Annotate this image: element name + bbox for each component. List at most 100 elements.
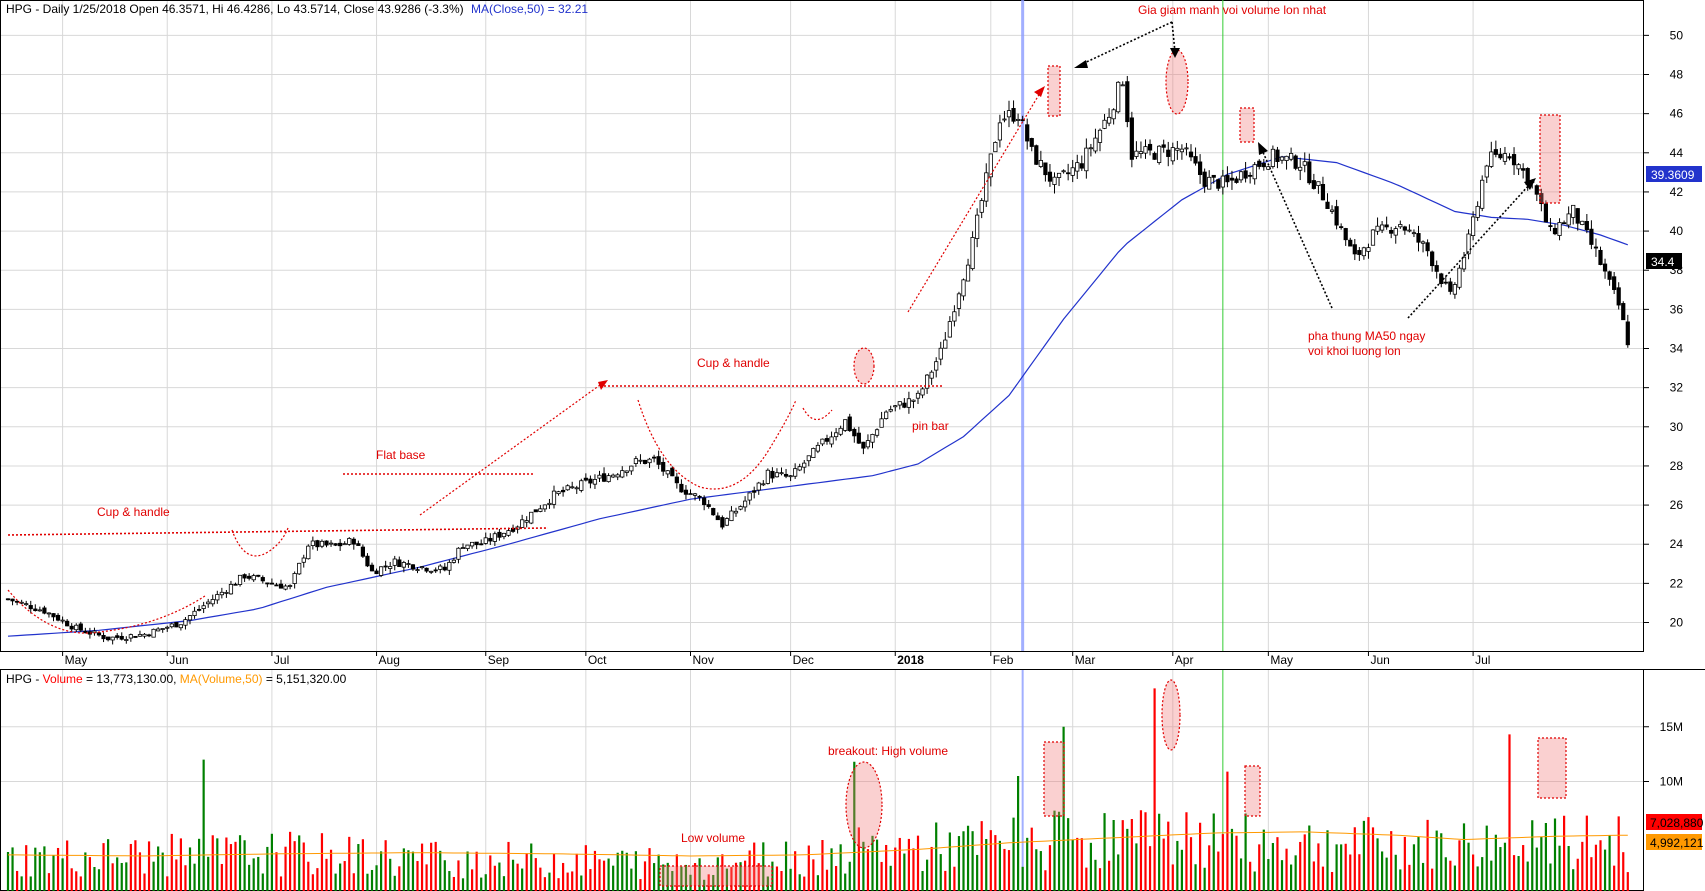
candle-body — [424, 567, 429, 572]
volume-header-label: Volume — [43, 672, 83, 686]
candle-body — [715, 515, 720, 521]
candle-body — [374, 570, 379, 575]
candle-body — [338, 542, 343, 547]
candle-body — [1184, 147, 1189, 150]
candle-body — [137, 634, 143, 637]
candle-body — [1052, 176, 1057, 185]
candle-body — [1580, 220, 1585, 225]
candle-body — [1248, 174, 1253, 177]
candle-body — [269, 582, 275, 585]
candle-body — [479, 543, 484, 546]
annotation-breakout: breakout: High volume — [828, 744, 948, 758]
price-tick-label: 46 — [1670, 107, 1684, 121]
candle-body — [178, 624, 183, 629]
candle-body — [1034, 145, 1039, 165]
candle-body — [219, 591, 224, 596]
candle-body — [1339, 226, 1344, 229]
candle-body — [1147, 143, 1153, 151]
candle-body — [820, 438, 825, 445]
candle-body — [1461, 256, 1467, 270]
candle-body — [196, 608, 202, 611]
candle-body — [397, 559, 402, 567]
candle-body — [697, 495, 702, 498]
candle-body — [879, 418, 884, 428]
arrow-to-break-head — [1258, 142, 1268, 155]
candle-body — [1425, 242, 1430, 252]
candle-body — [724, 518, 730, 526]
candle-body — [1238, 171, 1244, 181]
candle-body — [752, 490, 757, 493]
candle-body — [824, 438, 830, 442]
volume-value-text: 7,028,880 — [1650, 816, 1704, 830]
candle-body — [242, 574, 247, 579]
candle-body — [852, 428, 857, 437]
volume-header-ma-value: = 5,151,320.00 — [266, 672, 347, 686]
volume-y-axis: 10M 15M — [1643, 720, 1683, 789]
candle-body — [565, 485, 570, 491]
candle-body — [133, 635, 138, 638]
candle-body — [1420, 241, 1426, 244]
candle-body — [1370, 229, 1376, 246]
ma50-value-text: 39.3609 — [1651, 168, 1695, 182]
candle-body — [1471, 216, 1476, 236]
annotation-cup-handle-2: Cup & handle — [697, 356, 770, 370]
candle-body — [1011, 108, 1016, 122]
candle-body — [310, 540, 315, 546]
candle-body — [1571, 204, 1576, 218]
month-label: May — [65, 653, 88, 667]
candle-body — [1521, 168, 1526, 171]
trend-arrow-2 — [907, 92, 1041, 313]
candle-body — [483, 537, 488, 544]
candle-body — [929, 371, 934, 379]
candle-body — [1393, 228, 1398, 236]
candle-body — [369, 564, 375, 572]
candle-body — [520, 519, 525, 528]
month-label: Jun — [1370, 653, 1389, 667]
month-label: Jul — [274, 653, 289, 667]
candle-body — [1275, 149, 1280, 162]
month-label: Jun — [169, 653, 188, 667]
candle-body — [1616, 287, 1621, 306]
candle-body — [183, 619, 188, 626]
candle-body — [1284, 155, 1289, 161]
candle-body — [1621, 303, 1626, 321]
candle-body — [806, 455, 811, 462]
highlight-breakout-volume — [845, 761, 883, 849]
candle-body — [328, 542, 334, 545]
candle-body — [1166, 149, 1171, 157]
month-label: Jul — [1475, 653, 1490, 667]
candle-body — [984, 172, 989, 202]
price-tick-label: 48 — [1670, 68, 1684, 82]
candle-body — [356, 543, 361, 546]
ma50-line — [7, 156, 1629, 637]
candle-body — [506, 530, 511, 536]
candle-body — [779, 472, 784, 475]
candle-body — [838, 427, 843, 435]
candle-body — [1534, 185, 1539, 195]
candle-body — [925, 374, 930, 389]
candle-body — [756, 482, 761, 491]
candle-body — [1079, 163, 1084, 169]
month-label: Aug — [379, 653, 400, 667]
candle-body — [347, 538, 352, 545]
candle-body — [233, 583, 238, 586]
volume-tick-label: 10M — [1660, 775, 1683, 789]
candle-body — [333, 543, 338, 546]
candle-body — [633, 458, 639, 464]
price-header-symbol: HPG - Daily 1/25/2018 Open 46.3571, Hi 4… — [6, 2, 464, 16]
candle-body — [579, 480, 584, 491]
candle-body — [834, 432, 839, 438]
candle-body — [711, 508, 716, 516]
candle-body — [570, 486, 575, 489]
candle-body — [893, 405, 898, 408]
candle-body — [465, 544, 470, 549]
candle-body — [1261, 162, 1266, 168]
candle-body — [215, 594, 220, 601]
candle-body — [720, 517, 725, 528]
candle-body — [460, 547, 466, 549]
candle-body — [1220, 175, 1225, 188]
highlight-rect-jun — [1539, 114, 1561, 204]
candle-body — [187, 615, 193, 621]
candle-body — [952, 311, 957, 322]
candle-body — [1612, 276, 1617, 290]
